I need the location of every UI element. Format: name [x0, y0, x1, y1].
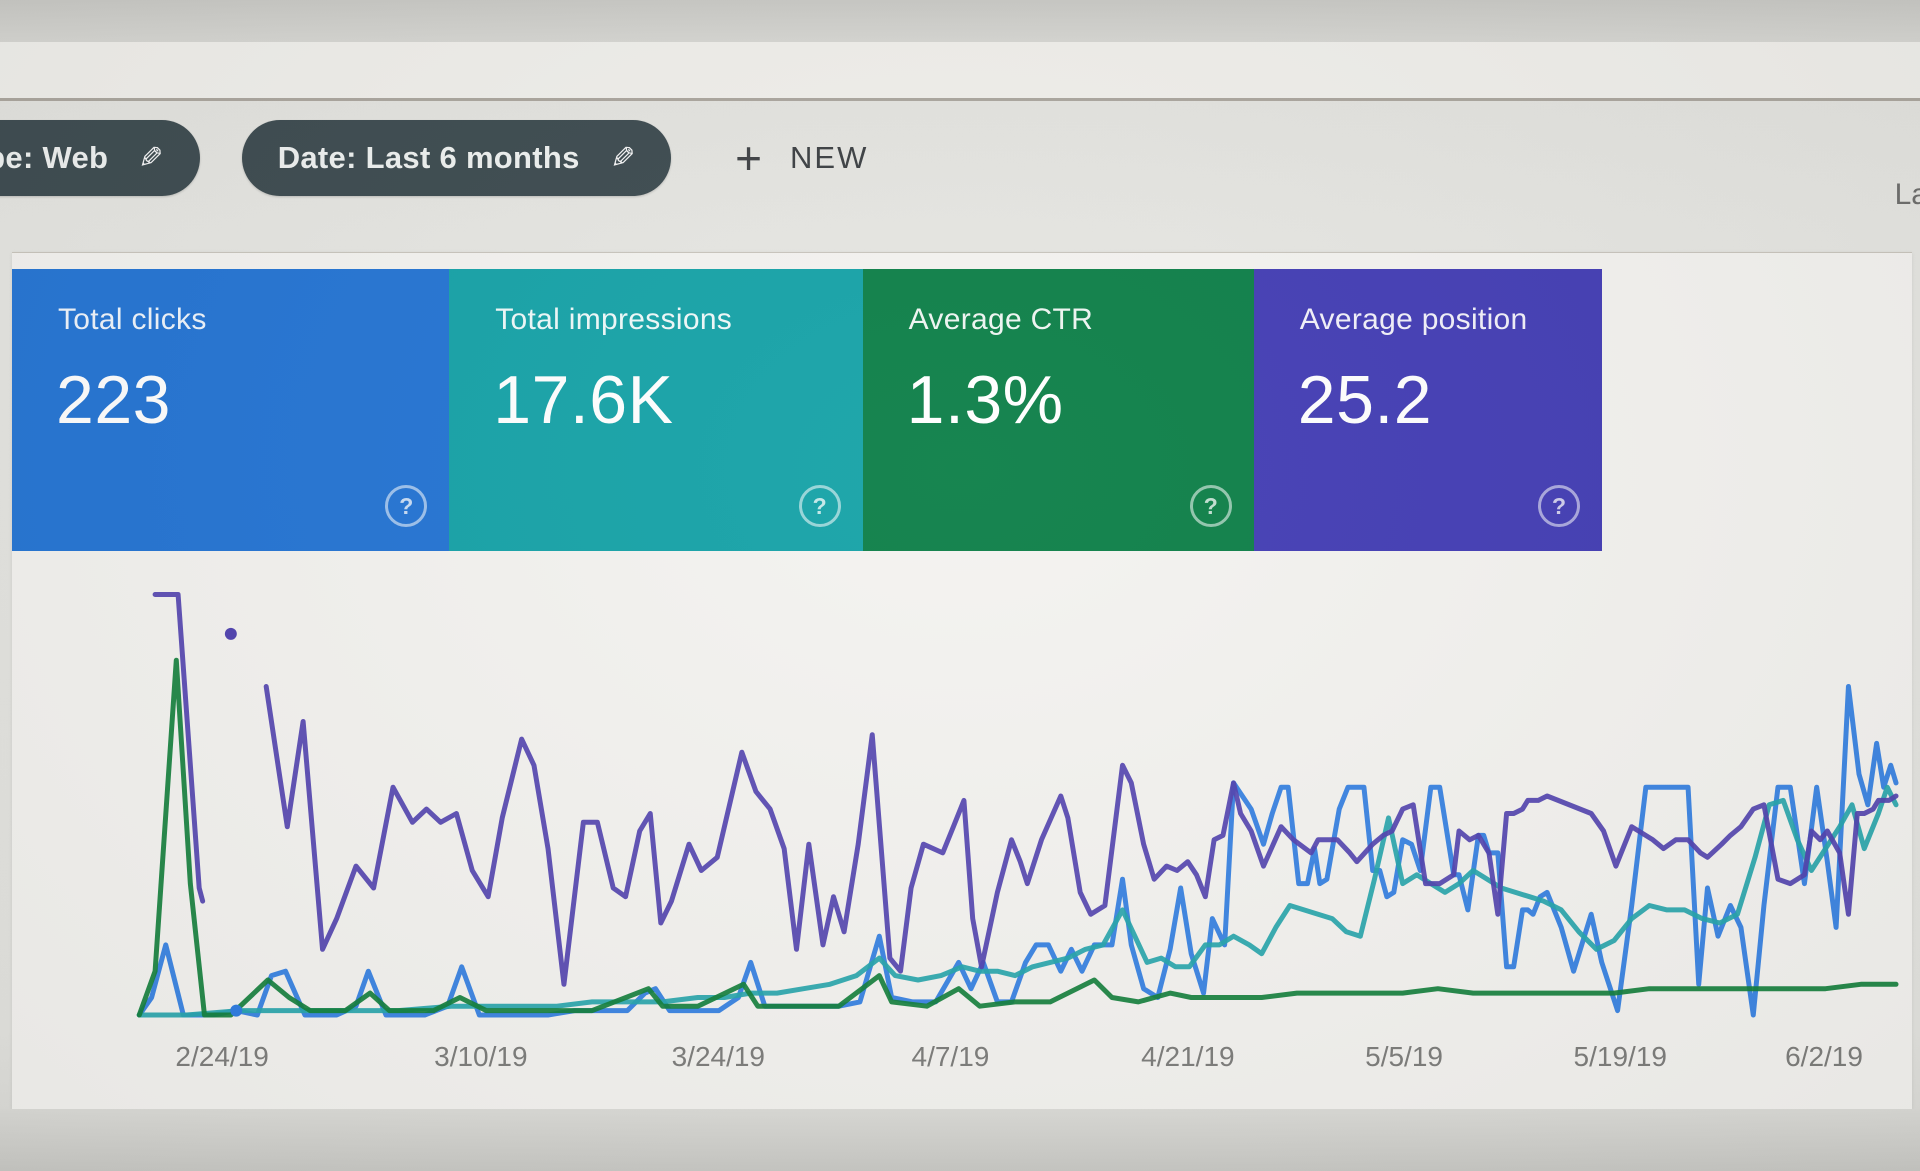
x-tick-label: 3/10/19	[434, 1041, 528, 1072]
help-icon[interactable]: ?	[385, 485, 428, 527]
metric-cards-row: Total clicks 223 ? Total impressions 17.…	[12, 269, 1602, 551]
series-line-average-position	[263, 684, 1899, 987]
metric-card-average-ctr[interactable]: Average CTR 1.3% ?	[862, 269, 1254, 551]
filter-chip-search-type-label: type: Web	[0, 140, 109, 175]
filter-chip-date-range-label: Date: Last 6 months	[277, 140, 580, 175]
metric-card-label: Total impressions	[495, 303, 733, 336]
series-line-total-clicks	[136, 684, 1899, 1018]
header-band	[0, 42, 1920, 101]
x-tick-label: 4/7/19	[911, 1041, 990, 1072]
filter-chip-search-type[interactable]: type: Web ✎	[0, 120, 200, 196]
metric-card-value: 223	[56, 362, 171, 438]
cut-off-text-fragment: La	[1894, 178, 1920, 211]
new-filter-button-label: NEW	[790, 140, 869, 175]
monitor-bottom-strip	[0, 1109, 1920, 1171]
series-line-average-position	[152, 592, 206, 904]
series-line-average-ctr	[136, 657, 1899, 1018]
pencil-icon[interactable]: ✎	[609, 141, 636, 175]
metric-card-value: 25.2	[1297, 362, 1433, 438]
performance-panel: Total clicks 223 ? Total impressions 17.…	[12, 252, 1912, 1109]
metric-card-value: 1.3%	[906, 362, 1064, 438]
metric-card-label: Average position	[1299, 303, 1528, 336]
metric-card-value: 17.6K	[493, 362, 674, 438]
x-tick-label: 6/2/19	[1785, 1041, 1863, 1072]
filter-bar: type: Web ✎ Date: Last 6 months ✎ + NEW	[0, 118, 1920, 198]
new-filter-button[interactable]: + NEW	[735, 135, 868, 181]
x-axis-tick-labels: 2/24/19 3/10/19 3/24/19 4/7/19 4/21/19 5/5/19…	[130, 1041, 1902, 1091]
x-tick-label: 5/19/19	[1573, 1041, 1667, 1072]
x-tick-label: 4/21/19	[1141, 1041, 1235, 1072]
monitor-top-strip	[0, 0, 1920, 42]
filter-chip-date-range[interactable]: Date: Last 6 months ✎	[241, 120, 672, 196]
x-tick-label: 3/24/19	[671, 1041, 766, 1072]
pencil-icon[interactable]: ✎	[138, 141, 164, 175]
metric-card-label: Total clicks	[58, 303, 207, 336]
metric-card-average-position[interactable]: Average position 25.2 ?	[1253, 269, 1602, 551]
metric-card-total-impressions[interactable]: Total impressions 17.6K ?	[449, 269, 863, 551]
help-icon[interactable]: ?	[1537, 485, 1580, 527]
metric-card-label: Average CTR	[908, 303, 1094, 336]
data-point-marker	[224, 627, 237, 640]
metric-card-total-clicks[interactable]: Total clicks 223 ?	[12, 269, 450, 551]
series-line-total-impressions	[136, 784, 1899, 1018]
performance-line-chart: 2/24/19 3/10/19 3/24/19 4/7/19 4/21/19 5/5/19…	[130, 569, 1902, 1109]
x-tick-label: 5/5/19	[1365, 1041, 1443, 1072]
chart-canvas	[136, 592, 1899, 1018]
help-icon[interactable]: ?	[1189, 485, 1232, 527]
x-tick-label: 2/24/19	[175, 1041, 269, 1072]
data-point-marker	[230, 1004, 243, 1017]
help-icon[interactable]: ?	[798, 485, 841, 527]
plus-icon: +	[735, 132, 762, 184]
